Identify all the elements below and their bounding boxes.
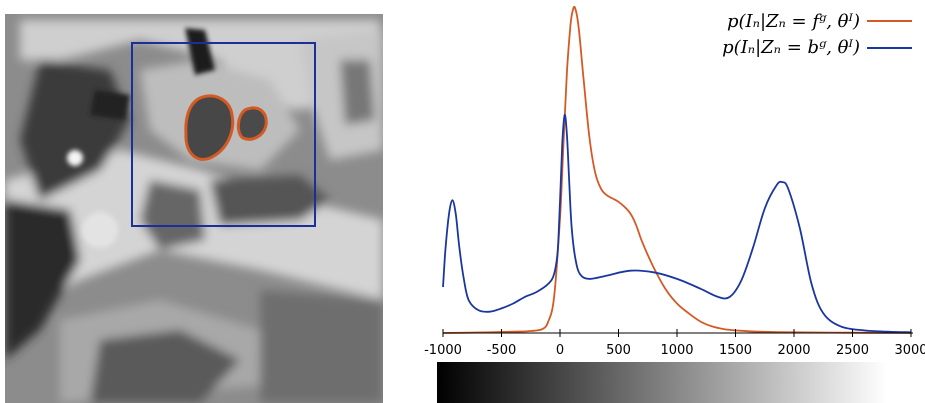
x-axis-ticks: -1000 -500 0 500 1000 1500 2000 2500 3000 [424, 329, 925, 358]
x-tick-label: 2000 [777, 343, 810, 358]
foreground-contour-right [236, 106, 268, 141]
foreground-contour-left [184, 94, 235, 161]
x-tick-label: 1000 [660, 343, 693, 358]
foreground-density-curve [442, 5, 912, 334]
background-density-curve [442, 113, 912, 334]
x-tick-label: 0 [556, 343, 564, 358]
legend-label-background: p(Iₙ|Zₙ = bᵍ, θᴵ) [722, 37, 860, 58]
x-tick-label: 2500 [836, 343, 869, 358]
legend-label-foreground: p(Iₙ|Zₙ = fᵍ, θᴵ) [727, 11, 860, 32]
ct-scan-image [5, 14, 383, 403]
roi-box [131, 42, 316, 227]
intensity-colorbar [437, 362, 887, 403]
x-tick-label: -1000 [424, 343, 462, 358]
x-tick-label: -500 [487, 343, 517, 358]
x-tick-label: 1500 [719, 343, 752, 358]
legend: p(Iₙ|Zₙ = fᵍ, θᴵ) p(Iₙ|Zₙ = bᵍ, θᴵ) [722, 11, 912, 58]
series-layer [442, 5, 912, 334]
x-tick-label: 3000 [894, 343, 925, 358]
x-tick-label: 500 [606, 343, 631, 358]
